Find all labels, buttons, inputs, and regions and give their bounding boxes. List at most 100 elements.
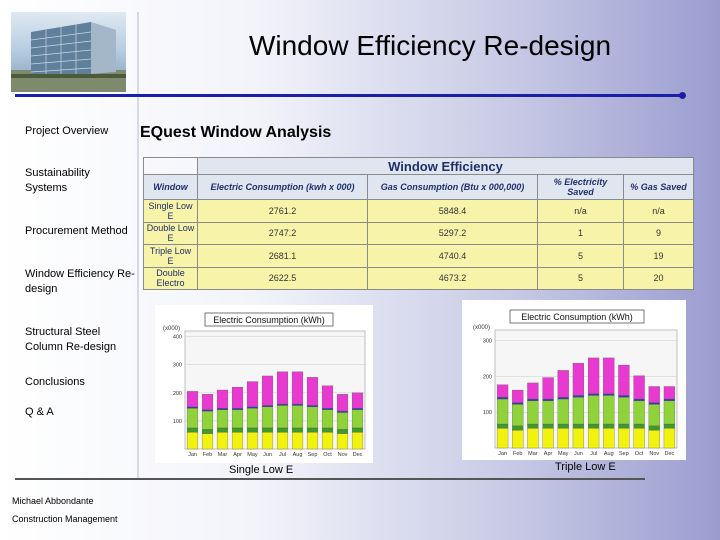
bar-segment — [336, 433, 349, 450]
chart-single-low-e: Electric Consumption (kWh) (x000) 100 200 30… — [155, 305, 373, 463]
bar-segment — [321, 409, 334, 429]
bar-segment — [512, 425, 524, 431]
bar-segment — [351, 392, 364, 409]
x-tick-label: Oct — [323, 452, 332, 458]
nav-item-window-efficiency[interactable]: Window Efficiency Re-design — [25, 268, 135, 295]
bar-segment — [231, 387, 244, 409]
bar-segment — [351, 427, 364, 433]
bar-segment — [306, 406, 319, 429]
bar-segment — [587, 393, 600, 396]
nav-item-sustainability[interactable]: Sustainability Systems — [25, 167, 90, 194]
x-tick-label: Oct — [635, 451, 644, 457]
bar-segment — [186, 431, 199, 450]
table-cell: n/a — [537, 199, 624, 223]
chart-title-box — [204, 312, 334, 327]
bar-segment — [201, 394, 214, 410]
nav-item-structural-steel[interactable]: Structural Steel Column Re-design — [25, 326, 117, 353]
table-cell: Double Low E — [143, 221, 198, 245]
bar-segment — [542, 423, 554, 429]
bar-segment — [542, 428, 554, 449]
bar-segment — [557, 370, 569, 398]
y-tick-label: 100 — [483, 410, 492, 416]
nav-item-conclusions[interactable]: Conclusions — [25, 376, 85, 388]
table-cell: Single Low E — [143, 199, 198, 223]
vertical-divider — [137, 12, 139, 480]
x-tick-label: Mar — [218, 452, 228, 458]
x-tick-label: Jul — [279, 452, 286, 458]
bar-segment — [587, 395, 600, 425]
bar-segment — [291, 405, 304, 429]
x-tick-label: Sep — [308, 452, 318, 458]
bar-segment — [557, 397, 569, 400]
bar-segment — [648, 425, 660, 431]
bar-segment — [336, 410, 349, 413]
table-cell: 2761.2 — [197, 199, 368, 223]
table-header: % Gas Saved — [622, 174, 695, 200]
footer-author: Michael Abbondante — [12, 496, 94, 506]
nav-item-procurement[interactable]: Procurement Method — [25, 225, 128, 237]
bar-segment — [246, 431, 259, 450]
bar-segment — [663, 428, 676, 449]
bar-segment — [246, 427, 259, 433]
bar-segment — [321, 427, 334, 433]
plot-area — [184, 330, 366, 450]
bar-segment — [321, 431, 334, 450]
nav-item-project-overview[interactable]: Project Overview — [25, 125, 109, 137]
table-cell: 5 — [537, 266, 624, 290]
bar-segment — [321, 385, 334, 409]
bar-segment — [648, 429, 660, 449]
bar-segment — [276, 431, 289, 450]
chart-title-box — [509, 309, 645, 324]
bar-segment — [216, 427, 229, 433]
bar-segment — [246, 408, 259, 429]
x-tick-label: May — [247, 452, 258, 458]
bar-segment — [542, 400, 554, 425]
bar-segment — [291, 427, 304, 433]
bar-segment — [231, 409, 244, 429]
title-rule-dot — [679, 92, 686, 99]
x-tick-label: Nov — [338, 452, 348, 458]
bar-segment — [231, 408, 244, 410]
slide-title: Window Efficiency Re-design — [248, 30, 612, 61]
table-cell: 19 — [622, 244, 695, 268]
bar-segment — [306, 377, 319, 406]
bar-segment — [496, 423, 509, 429]
table-cell: Triple Low E — [143, 244, 198, 268]
plot-area — [494, 329, 678, 449]
chart-caption-single-low-e: Single Low E — [229, 464, 294, 476]
chart-title: Electric Consumption (kWh) — [213, 315, 325, 325]
x-tick-label: Aug — [604, 451, 614, 457]
bar-segment — [336, 412, 349, 430]
bar-segment — [261, 375, 274, 406]
bar-segment — [603, 393, 615, 396]
x-tick-label: Apr — [544, 451, 553, 457]
bar-segment — [201, 409, 214, 412]
window-efficiency-table: Window Efficiency Window Electric Consum… — [143, 157, 695, 290]
table-row: Triple Low E 2681.1 4740.4 5 19 — [143, 244, 695, 268]
bar-segment — [633, 400, 645, 425]
bar-segment — [648, 402, 660, 405]
x-tick-label: Sep — [619, 451, 629, 457]
bar-segment — [512, 389, 524, 403]
bar-segment — [633, 423, 645, 429]
table-header: Gas Consumption (Btu x 000,000) — [367, 174, 538, 200]
bar-segment — [572, 363, 585, 396]
bar-segment — [291, 431, 304, 450]
bar-segment — [527, 400, 539, 425]
bar-segment — [291, 371, 304, 405]
bar-segment — [527, 382, 539, 400]
table-cell: 4673.2 — [367, 266, 538, 290]
bar-segment — [512, 429, 524, 449]
table-header: % Electricity Saved — [537, 174, 624, 200]
bar-segment — [618, 364, 630, 396]
y-axis-label: (x000) — [473, 325, 490, 331]
x-tick-label: Mar — [528, 451, 538, 457]
bar-segment — [351, 431, 364, 450]
x-tick-label: Jun — [574, 451, 583, 457]
nav-item-qa[interactable]: Q & A — [25, 406, 54, 418]
bar-segment — [276, 371, 289, 405]
table-cell: 2622.5 — [197, 266, 368, 290]
x-tick-label: Jan — [498, 451, 507, 457]
bar-segment — [246, 381, 259, 408]
bar-segment — [512, 402, 524, 405]
